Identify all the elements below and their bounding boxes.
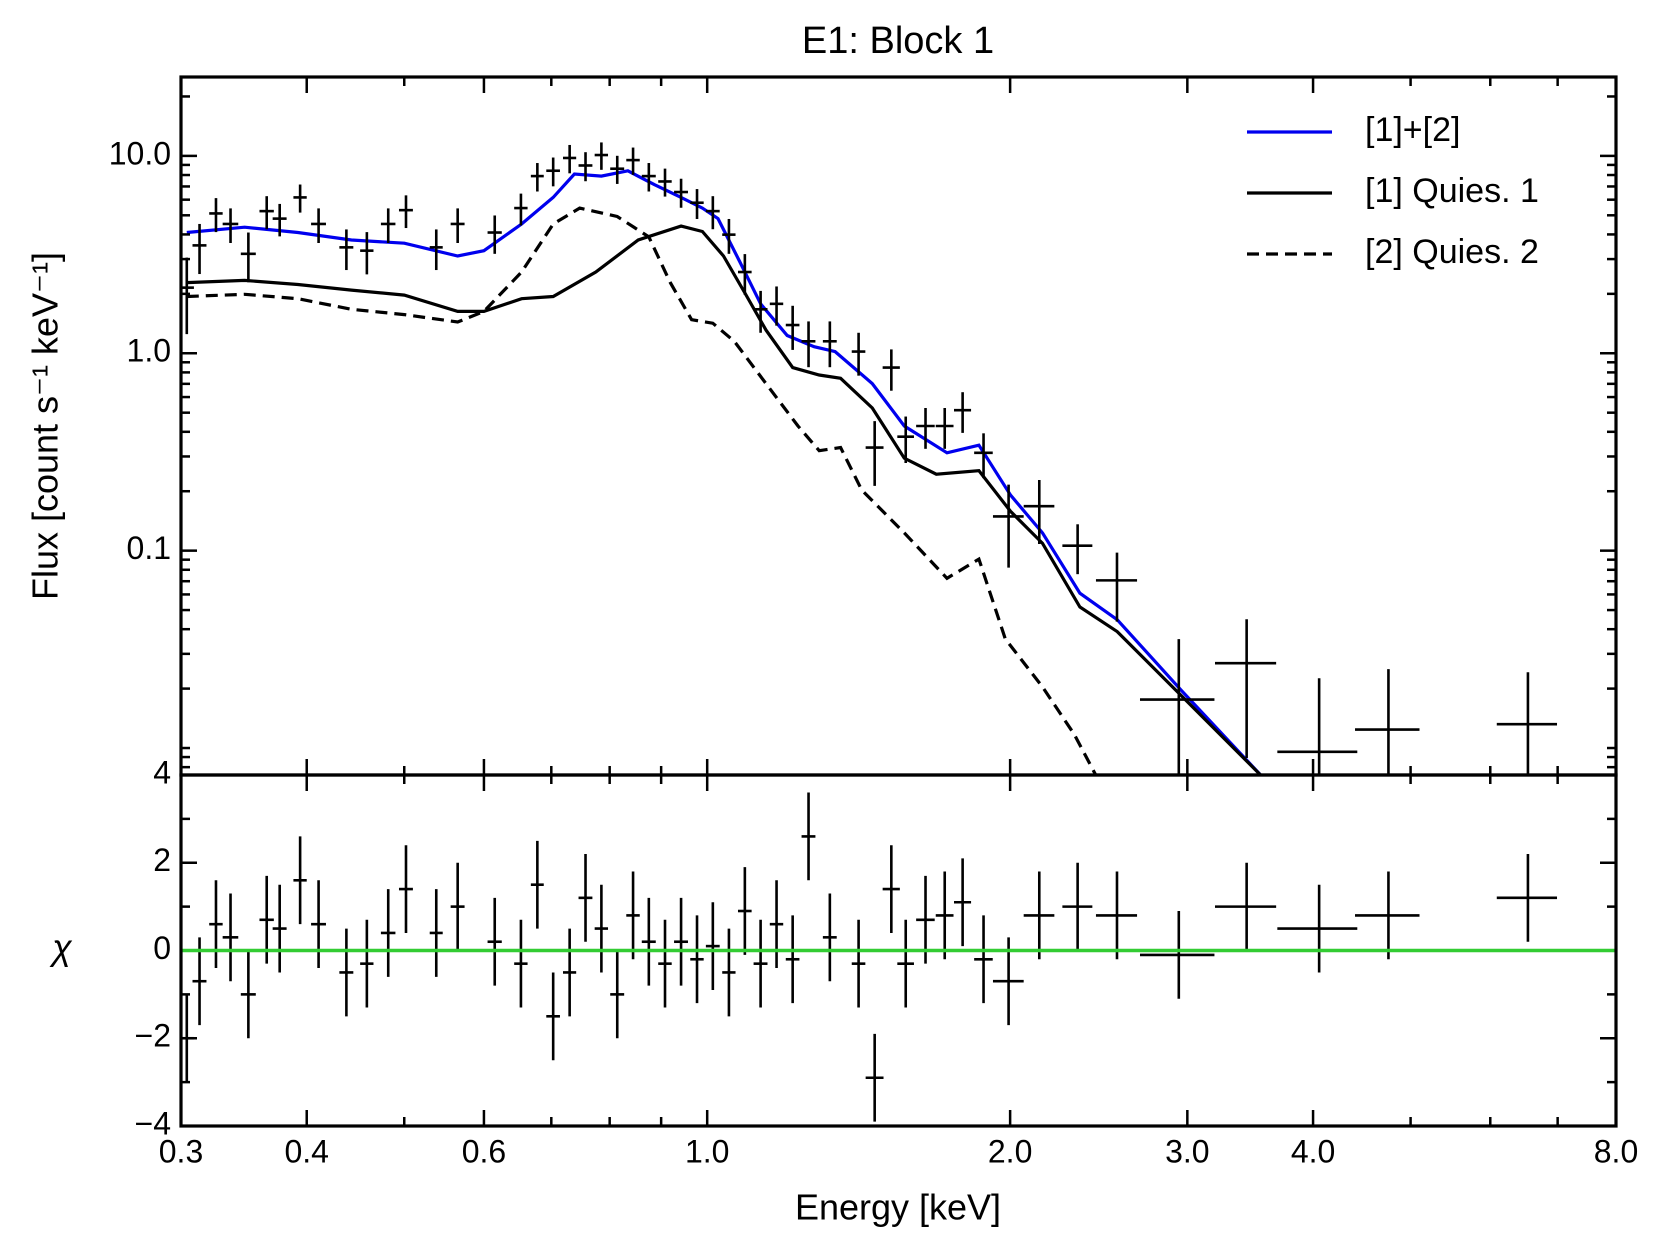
plot-frame <box>179 773 1618 1128</box>
y-axis-label: Flux [count s⁻¹ keV⁻¹] <box>25 252 66 600</box>
chart-title: E1: Block 1 <box>802 20 994 62</box>
x-tick-label: 0.6 <box>462 1133 506 1169</box>
y-tick-label: 4 <box>153 754 171 790</box>
y-tick-label: 2 <box>153 842 171 878</box>
legend-label: [2] Quies. 2 <box>1365 233 1539 271</box>
x-tick-label: 8.0 <box>1594 1133 1638 1169</box>
model-line <box>186 206 1098 775</box>
x-tick-label: 1.0 <box>685 1133 729 1169</box>
x-tick-label: 3.0 <box>1165 1133 1209 1169</box>
x-axis-label: Energy [keV] <box>795 1187 1001 1228</box>
x-tick-label: 2.0 <box>988 1133 1032 1169</box>
model-line <box>186 169 1262 775</box>
legend-label: [1] Quies. 1 <box>1365 172 1539 210</box>
y-tick-label: −2 <box>135 1018 171 1054</box>
y-tick-label: 10.0 <box>109 135 171 171</box>
legend-label: [1]+[2] <box>1365 111 1460 149</box>
y-tick-label: 0.1 <box>127 530 171 566</box>
x-tick-label: 4.0 <box>1291 1133 1335 1169</box>
x-tick-label: 0.4 <box>284 1133 328 1169</box>
plot-area <box>186 169 1262 775</box>
y-tick-label: −4 <box>135 1105 171 1141</box>
y-tick-label: 1.0 <box>127 333 171 369</box>
y-axis-label: χ <box>49 927 73 968</box>
y-tick-label: 0 <box>153 930 171 966</box>
x-tick-label: 0.3 <box>159 1133 203 1169</box>
